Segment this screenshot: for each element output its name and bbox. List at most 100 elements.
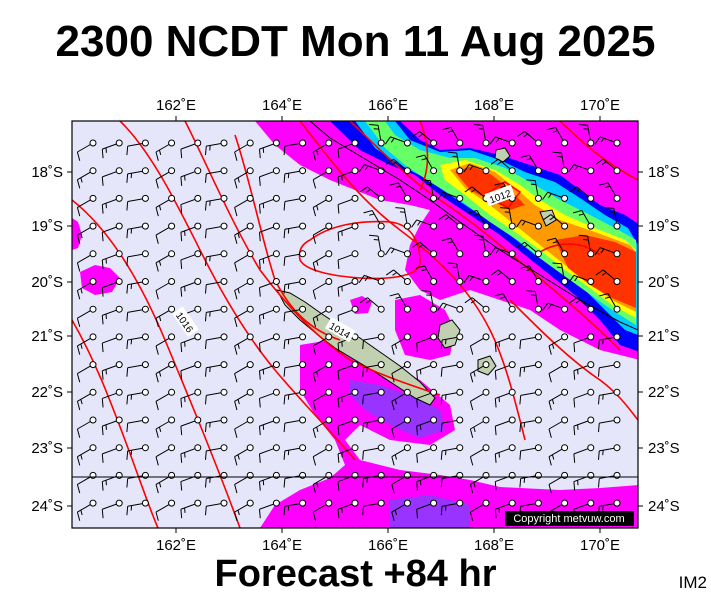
wind-barb [552,262,569,285]
wind-barb [337,416,359,436]
wind-barb [369,234,385,258]
wind-barb [155,305,176,328]
wind-barb [180,222,202,242]
wind-barb [494,388,516,408]
wind-barb [337,499,359,519]
wind-barb [76,139,97,161]
lat-label: 21˚S [31,328,63,345]
wind-barb [516,131,542,147]
wind-barb [155,499,176,521]
wind-barb [76,416,97,438]
wind-barb [180,444,202,463]
wind-barb [312,305,333,328]
wind-barb [101,278,123,297]
wind-barb [126,222,149,239]
wind-barb [391,361,411,383]
wind-barb [526,290,542,313]
lat-label: 18˚S [31,164,63,181]
latitude-labels-left: 18˚S 19˚S 20˚S 21˚S 22˚S 23˚S 24˚S [31,164,63,515]
wind-barb [416,416,438,436]
wind-barb [543,214,569,230]
wind-barb [573,444,595,463]
wind-barb [283,167,307,183]
wind-barb [126,499,149,516]
wind-barb [283,416,307,433]
lon-label: 168˚E [474,537,514,554]
wind-barb [391,388,411,411]
wind-barb [101,499,123,519]
wind-barb [441,126,464,147]
wind-barb [101,361,123,380]
wind-barb [283,222,307,239]
wind-barb [490,158,516,175]
wind-barb [234,194,254,217]
lon-label: 166˚E [368,537,408,554]
wind-barb [362,388,385,405]
wind-barb [384,136,411,147]
isobar-label-box [172,306,199,337]
wind-barb [573,361,595,380]
wind-barb [441,237,464,258]
wind-barb [599,293,621,313]
wind-barb [548,361,569,383]
wind-barb [258,167,280,186]
copyright-box [505,511,634,526]
wind-barb [180,139,202,159]
wind-barb [447,151,464,175]
wind-barb [516,241,542,258]
wind-barb [447,262,464,285]
wind-barb [548,444,569,466]
wind-barb [578,123,595,147]
lat-label: 24˚S [31,498,63,515]
wind-barb [337,250,359,269]
isobar-line [509,299,638,421]
wind-barb [204,305,228,322]
wind-barb [440,416,464,433]
wind-barb [312,250,333,272]
wind-barb [126,250,149,266]
wind-barb [155,333,176,355]
wind-barb [546,126,569,147]
wind-barb [101,222,123,242]
wind-barb [416,388,438,408]
wind-barb [440,361,464,377]
wind-barb [337,139,359,159]
wind-barb [312,416,333,438]
wind-barb [234,278,254,300]
wind-barb [597,333,621,350]
wind-barb [520,154,542,175]
wind-barb [391,499,411,521]
page-title: 2300 NCDT Mon 11 Aug 2025 [55,17,656,66]
wind-barb [312,333,333,355]
wind-barb [440,444,464,460]
wind-barb [494,499,516,519]
wind-barb [437,191,464,202]
wind-barb [234,250,254,272]
wind-barb [126,333,149,350]
wind-barb [204,444,228,460]
wind-barb [573,388,595,408]
wind-barb [385,158,411,175]
wind-barb [312,361,333,383]
wind-barb [312,444,333,466]
wind-barb [126,305,149,322]
wind-barb [362,333,385,350]
wind-barb [204,361,228,377]
wind-barb [101,194,123,214]
wind-barb [180,499,202,519]
wind-barb [489,136,516,147]
wind-barb [101,388,123,408]
wind-barb [519,416,542,433]
wind-barb [416,499,438,519]
wind-barb [464,297,490,313]
wind-barb [597,388,621,405]
wind-barb [604,207,621,230]
wind-barb [568,164,595,175]
wind-barb [204,333,228,350]
rain-band-blue [330,121,638,352]
wind-barb [362,499,385,516]
wind-barb [599,182,621,202]
wind-barb [337,444,359,463]
wind-barb [126,361,149,377]
